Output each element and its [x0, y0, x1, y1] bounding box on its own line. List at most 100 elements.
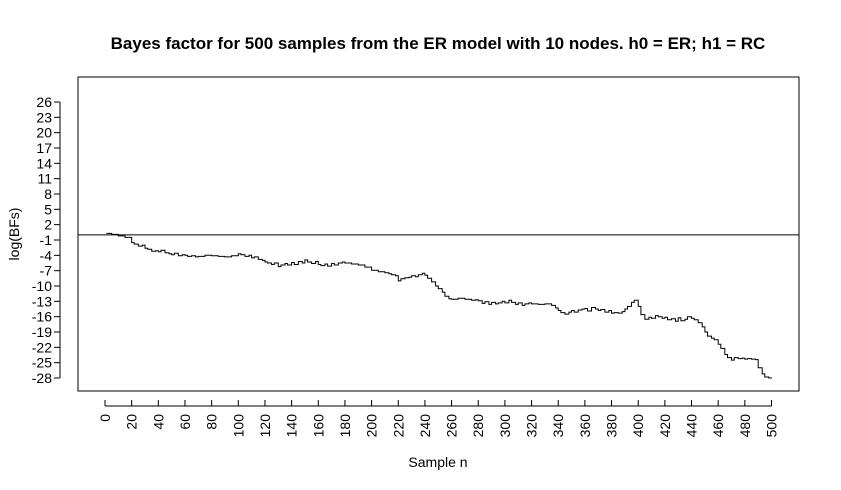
data-point	[271, 264, 272, 265]
x-tick-label: 380	[604, 414, 620, 438]
y-tick-label: -10	[32, 278, 52, 294]
x-tick-label: 100	[230, 414, 246, 438]
data-point	[578, 309, 579, 310]
x-tick-label: 400	[630, 414, 646, 438]
data-point	[134, 244, 135, 245]
data-point	[395, 275, 396, 276]
data-point	[294, 264, 295, 265]
data-point	[524, 303, 525, 304]
x-tick-label: 260	[444, 414, 460, 438]
data-point	[475, 299, 476, 300]
data-point	[191, 255, 192, 256]
x-tick-label: 240	[417, 414, 433, 438]
data-point	[611, 313, 612, 314]
y-tick-label: -28	[32, 370, 52, 386]
y-tick-label: 17	[36, 140, 52, 156]
data-point	[238, 253, 239, 254]
data-point	[147, 249, 148, 250]
data-point	[195, 256, 196, 257]
data-point	[502, 301, 503, 302]
y-tick-label: 8	[44, 186, 52, 202]
data-point	[582, 308, 583, 309]
y-tick-label: -13	[32, 293, 52, 309]
x-tick-label: 140	[284, 414, 300, 438]
data-point	[515, 304, 516, 305]
data-point	[391, 274, 392, 275]
data-point	[571, 310, 572, 311]
data-point	[564, 314, 565, 315]
data-point	[498, 302, 499, 303]
data-point	[574, 312, 575, 313]
data-point	[315, 261, 316, 262]
data-point	[518, 302, 519, 303]
data-point	[724, 354, 725, 355]
data-point	[600, 309, 601, 310]
data-point	[734, 357, 735, 358]
data-point	[164, 252, 165, 253]
x-tick-label: 420	[657, 414, 673, 438]
data-point	[568, 312, 569, 313]
data-point	[768, 377, 769, 378]
y-tick-label: 26	[36, 94, 52, 110]
data-point	[747, 358, 748, 359]
x-tick-label: 460	[710, 414, 726, 438]
y-axis-label: log(BFs)	[6, 208, 22, 261]
data-point	[511, 302, 512, 303]
data-point	[678, 317, 679, 318]
data-point	[371, 270, 372, 271]
data-point	[320, 265, 321, 266]
data-point	[342, 261, 343, 262]
x-tick-label: 340	[550, 414, 566, 438]
series-line	[106, 232, 772, 379]
data-point	[604, 312, 605, 313]
y-tick-label: -16	[32, 309, 52, 325]
data-point	[262, 260, 263, 261]
data-point	[111, 234, 112, 235]
x-axis-label: Sample n	[408, 454, 467, 470]
x-tick-label: 180	[337, 414, 353, 438]
data-point	[378, 271, 379, 272]
data-point	[264, 261, 265, 262]
data-point	[155, 250, 156, 251]
plot-frame	[77, 76, 800, 392]
x-tick-label: 120	[257, 414, 273, 438]
data-point	[415, 276, 416, 277]
data-point	[591, 307, 592, 308]
data-point	[124, 237, 125, 238]
data-point	[231, 255, 232, 256]
data-point	[704, 331, 705, 332]
x-tick-label: 220	[390, 414, 406, 438]
data-point	[424, 275, 425, 276]
data-point	[248, 255, 249, 256]
y-tick-label: 14	[36, 155, 52, 171]
data-point	[422, 273, 423, 274]
data-point	[504, 302, 505, 303]
data-point	[344, 262, 345, 263]
data-point	[755, 359, 756, 360]
data-point	[744, 359, 745, 360]
data-point	[358, 264, 359, 265]
data-point	[640, 314, 641, 315]
data-point	[544, 303, 545, 304]
data-point	[138, 246, 139, 247]
y-axis: 262320171411852-1-4-7-10-13-16-19-22-25-…	[32, 94, 61, 386]
data-point	[491, 302, 492, 303]
data-point	[684, 319, 685, 320]
data-point	[634, 300, 635, 301]
data-point	[331, 263, 332, 264]
data-point	[738, 358, 739, 359]
data-point	[304, 259, 305, 260]
data-point	[727, 357, 728, 358]
data-point	[664, 317, 665, 318]
data-point	[438, 288, 439, 289]
data-point	[508, 300, 509, 301]
y-tick-label: -19	[32, 324, 52, 340]
data-point	[702, 326, 703, 327]
data-point	[482, 303, 483, 304]
data-point	[758, 367, 759, 368]
data-point	[627, 306, 628, 307]
y-tick-label: 11	[37, 171, 52, 187]
data-point	[644, 319, 645, 320]
data-point	[427, 278, 428, 279]
y-tick-label: 2	[44, 217, 52, 233]
